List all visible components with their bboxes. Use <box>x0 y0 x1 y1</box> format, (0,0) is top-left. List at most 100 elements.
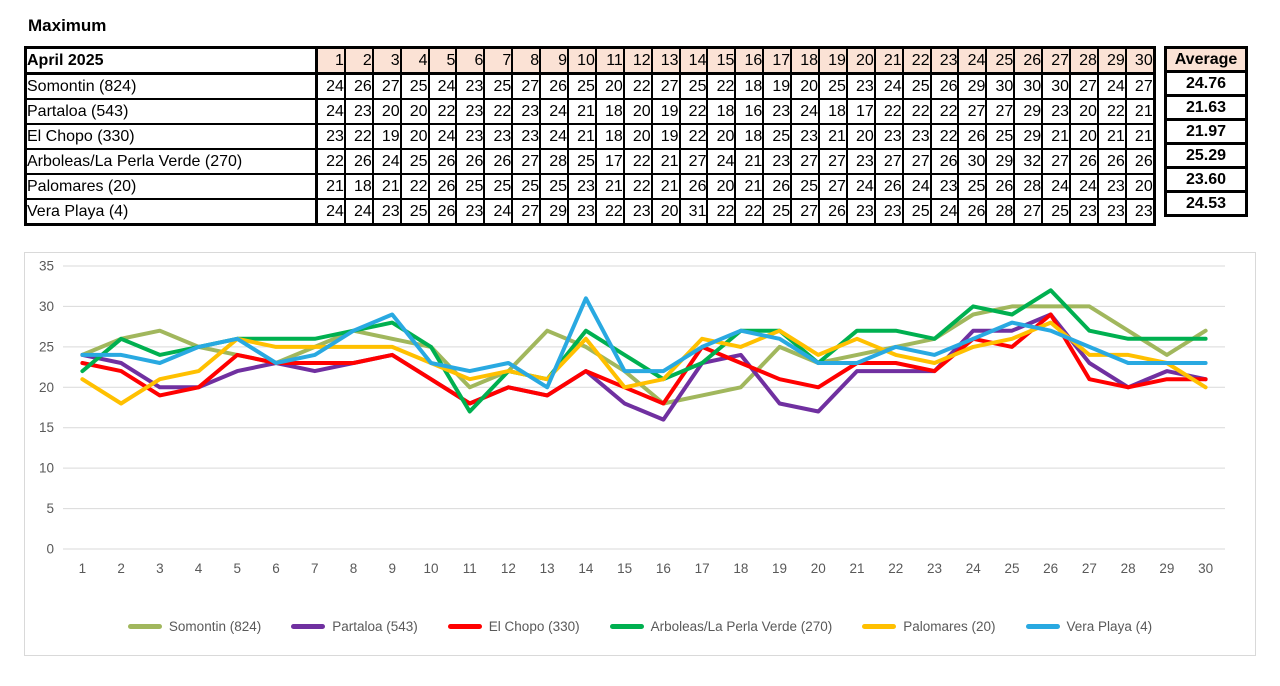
legend-item: Vera Playa (4) <box>1025 619 1153 634</box>
x-tick-label: 25 <box>1004 561 1019 576</box>
legend-label: Vera Playa (4) <box>1066 619 1153 634</box>
value-cell: 22 <box>734 198 765 226</box>
value-cell: 23 <box>873 198 904 226</box>
value-cell: 22 <box>678 123 709 150</box>
value-cell: 26 <box>985 173 1016 200</box>
day-header-cell: 12 <box>622 46 653 75</box>
table-row: Arboleas/La Perla Verde (270) 22 26 24 25 26 2… <box>24 148 1156 175</box>
value-cell: 18 <box>706 98 737 125</box>
value-cell: 24 <box>845 173 876 200</box>
x-tick-label: 15 <box>617 561 632 576</box>
day-header-cell: 29 <box>1096 46 1127 75</box>
value-cell: 23 <box>762 148 793 175</box>
value-cell: 25 <box>567 72 597 100</box>
value-cell: 27 <box>790 198 821 226</box>
value-cell: 24 <box>343 198 374 226</box>
value-cell: 23 <box>455 72 486 100</box>
value-cell: 20 <box>622 98 653 125</box>
x-tick-label: 5 <box>234 561 242 576</box>
value-cell: 25 <box>762 123 793 150</box>
value-cell: 20 <box>1069 98 1099 125</box>
value-cell: 24 <box>371 148 402 175</box>
table-title: Maximum <box>28 16 107 35</box>
day-header-cell: 17 <box>762 46 793 75</box>
day-header-cell: 2 <box>343 46 374 75</box>
value-cell: 27 <box>678 148 709 175</box>
day-header-cell: 1 <box>315 46 346 75</box>
value-cell: 24 <box>539 98 570 125</box>
x-tick-label: 6 <box>272 561 280 576</box>
value-cell: 19 <box>371 123 402 150</box>
value-cell: 29 <box>985 148 1016 175</box>
value-cell: 22 <box>343 123 374 150</box>
x-tick-label: 26 <box>1043 561 1058 576</box>
value-cell: 23 <box>1124 198 1156 226</box>
value-cell: 26 <box>483 148 514 175</box>
x-tick-label: 3 <box>156 561 164 576</box>
value-cell: 21 <box>315 173 346 200</box>
value-cell: 25 <box>985 123 1016 150</box>
x-tick-label: 29 <box>1159 561 1174 576</box>
legend-item: Partaloa (543) <box>291 619 418 634</box>
average-cell: 24.76 <box>1164 70 1248 97</box>
value-cell: 26 <box>539 72 570 100</box>
value-cell: 24 <box>427 123 458 150</box>
value-cell: 27 <box>901 148 932 175</box>
day-header-cell: 3 <box>371 46 402 75</box>
value-cell: 28 <box>539 148 570 175</box>
value-cell: 29 <box>957 72 988 100</box>
value-cell: 24 <box>790 98 821 125</box>
value-cell: 16 <box>734 98 765 125</box>
x-tick-label: 8 <box>350 561 358 576</box>
day-header-cell: 7 <box>483 46 514 75</box>
value-cell: 29 <box>1013 98 1044 125</box>
value-cell: 26 <box>929 72 960 100</box>
value-cell: 21 <box>1096 123 1127 150</box>
value-cell: 23 <box>1096 198 1127 226</box>
x-tick-label: 19 <box>772 561 787 576</box>
value-cell: 21 <box>650 148 681 175</box>
x-tick-label: 20 <box>811 561 826 576</box>
average-cell: 21.63 <box>1164 94 1248 121</box>
value-cell: 25 <box>762 198 793 226</box>
x-tick-label: 4 <box>195 561 203 576</box>
series-line <box>80 312 1208 406</box>
day-header-cell: 19 <box>818 46 848 75</box>
x-tick-label: 11 <box>463 561 477 576</box>
x-tick-label: 12 <box>501 561 516 576</box>
value-cell: 24 <box>315 98 346 125</box>
average-header: Average <box>1164 46 1248 73</box>
y-tick-label: 30 <box>39 299 54 314</box>
x-tick-label: 18 <box>733 561 748 576</box>
value-cell: 23 <box>455 123 486 150</box>
x-tick-label: 30 <box>1198 561 1213 576</box>
table-row: El Chopo (330) 23 22 19 20 24 23 23 23 24 21 18 20 19… <box>24 123 1156 150</box>
value-cell: 27 <box>873 148 904 175</box>
average-row: 24.53 <box>1164 190 1248 217</box>
value-cell: 25 <box>818 72 848 100</box>
day-header-cell: 16 <box>734 46 765 75</box>
value-cell: 25 <box>539 173 570 200</box>
value-cell: 23 <box>901 123 932 150</box>
value-cell: 23 <box>511 98 542 125</box>
value-cell: 24 <box>539 123 570 150</box>
value-cell: 23 <box>1096 173 1127 200</box>
value-cell: 26 <box>818 198 848 226</box>
x-tick-label: 2 <box>117 561 125 576</box>
legend-item: Palomares (20) <box>862 619 996 634</box>
value-cell: 26 <box>929 148 960 175</box>
value-cell: 22 <box>622 148 653 175</box>
value-cell: 21 <box>1124 123 1156 150</box>
chart-legend: Somontin (824) Partaloa (543) El Chopo (33… <box>25 619 1255 634</box>
value-cell: 20 <box>706 173 737 200</box>
legend-swatch-icon <box>609 624 644 629</box>
temperature-chart: 0 5 10 15 20 25 30 35 1 2 3 4 5 6 7 8 9 10 11 12 13 14 15 16 17 1… <box>24 252 1256 656</box>
day-header-cell: 6 <box>455 46 486 75</box>
value-cell: 19 <box>762 72 793 100</box>
month-header: April 2025 <box>24 46 318 75</box>
value-cell: 21 <box>567 98 597 125</box>
value-cell: 21 <box>567 123 597 150</box>
value-cell: 18 <box>734 123 765 150</box>
y-tick-label: 35 <box>39 259 54 274</box>
avg-table-body: 24.76 21.63 21.97 25.29 23.60 24.53 <box>1164 70 1248 217</box>
